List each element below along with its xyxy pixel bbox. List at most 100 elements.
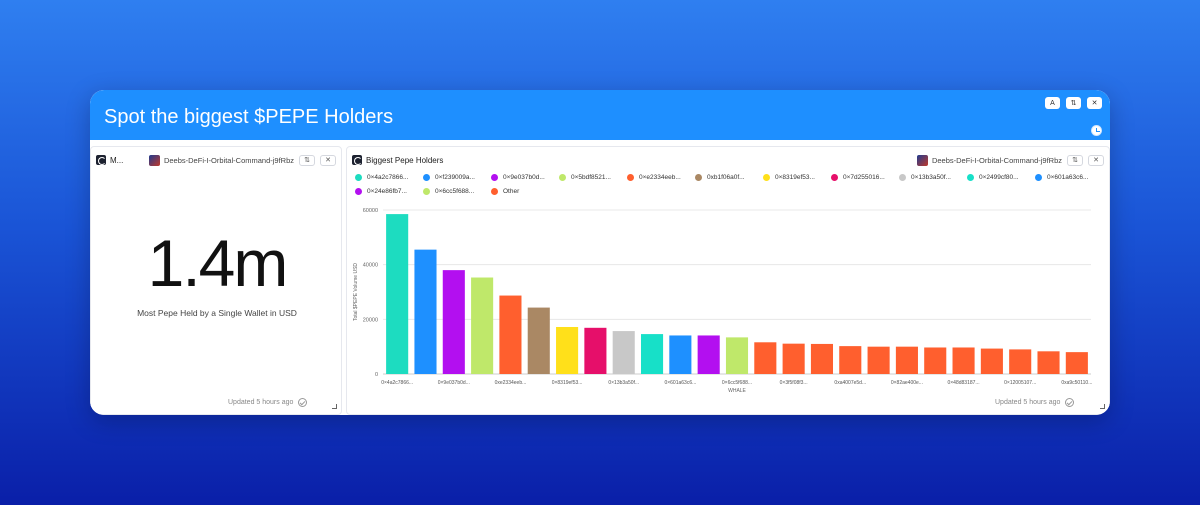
dashboard-banner: Spot the biggest $PEPE Holders A ⇅ ✕ [90,90,1110,140]
legend-label: 0×6cc5f688... [435,187,475,195]
legend-item[interactable]: 0×7d255016... [831,173,899,181]
text-format-button[interactable]: A [1045,97,1060,109]
x-tick-label: 0xe2334eeb... [495,380,527,386]
card-header: Biggest Pepe Holders Deebs-DeFi-I-Orbita… [352,153,1104,167]
bar [980,348,1003,374]
x-tick-label: 0×13b3a50f... [608,380,639,386]
legend-swatch [355,173,362,181]
legend-item[interactable]: 0×f239009a... [423,173,491,181]
bar [584,327,607,374]
legend-swatch [423,187,430,195]
resize-handle-icon[interactable] [332,404,337,409]
counter-caption: Most Pepe Held by a Single Wallet in USD [137,308,297,318]
legend-label: 0×e2334eeb... [639,173,681,181]
legend-swatch [355,187,362,195]
bar [697,335,720,374]
x-tick-label: 0×8319ef53... [552,380,583,386]
chart-card: Biggest Pepe Holders Deebs-DeFi-I-Orbita… [346,146,1110,415]
legend-item[interactable]: 0×24e86fb7... [355,187,423,195]
bar [895,346,918,374]
y-tick-label: 20000 [363,317,378,323]
source-name[interactable]: Deebs-DeFi-I-Orbital-Command-j9fRbz [931,155,1062,165]
legend-label: 0×f239009a... [435,173,475,181]
card-title[interactable]: Biggest Pepe Holders [366,155,444,165]
bar [924,347,947,374]
bar [1065,352,1088,374]
legend-item[interactable]: 0×4a2c7866... [355,173,423,181]
bar [952,347,975,374]
legend-item[interactable]: 0×e2334eeb... [627,173,695,181]
legend-swatch [695,173,702,181]
check-circle-icon [298,398,308,407]
source-name[interactable]: Deebs-DeFi-I-Orbital-Command-j9fRbz [163,155,294,165]
legend-label: 0×24e86fb7... [367,187,407,195]
query-source[interactable]: Deebs-DeFi-I-Orbital-Command-j9fRbz [148,154,294,166]
legend-swatch [967,173,974,181]
x-tick-label: 0×601a63c6... [664,380,696,386]
y-tick-label: 40000 [363,263,378,269]
card-header: M... Deebs-DeFi-I-Orbital-Command-j9fRbz… [96,153,336,167]
swap-button[interactable]: ⇅ [1067,154,1083,166]
legend-row: 0×24e86fb7... 0×6cc5f688... Other [355,184,1105,198]
legend-item[interactable]: 0×9e037b0d... [491,173,559,181]
updated-status: Updated 5 hours ago [995,398,1075,407]
bar [754,342,777,374]
bar [839,346,862,374]
legend-item[interactable]: 0×8319ef53... [763,173,831,181]
close-button[interactable]: ✕ [1088,154,1104,166]
legend-label: 0×4a2c7866... [367,173,409,181]
check-circle-icon [1065,398,1075,407]
x-tick-label: 0×48d83187... [947,380,979,386]
bar [471,277,494,374]
legend-label: 0×9e037b0d... [503,173,545,181]
legend-item[interactable]: Other [491,187,559,195]
swap-button[interactable]: ⇅ [299,154,315,166]
chart-legend: 0×4a2c7866... 0×f239009a... 0×9e037b0d... 0… [355,170,1105,198]
banner-controls: A ⇅ ✕ [1045,97,1102,109]
x-tick-label: 0xa4007e5d... [834,380,866,386]
legend-item[interactable]: 0xb1f06a0f... [695,173,763,181]
legend-label: 0×7d255016... [843,173,885,181]
x-tick-label: 0×9e037b0d... [438,380,470,386]
query-source[interactable]: Deebs-DeFi-I-Orbital-Command-j9fRbz [916,154,1062,166]
resize-handle-icon[interactable] [1100,404,1105,409]
x-tick-label: 0×3f5f08f3... [780,380,808,386]
legend-label: 0×5bdf8521... [571,173,611,181]
bar-chart: 0 20000 40000 60000 Total $PEPE Volume USD 0×… [353,208,1092,394]
legend-label: 0×8319ef53... [775,173,815,181]
x-tick-label: 0×12005107... [1004,380,1036,386]
bar [442,270,465,374]
bar [640,334,664,374]
dashboard: Spot the biggest $PEPE Holders A ⇅ ✕ M..… [90,90,1110,415]
legend-item[interactable]: 0×601a63c6... [1035,173,1103,181]
bar [669,335,692,374]
bar [1009,349,1032,374]
legend-swatch [831,173,838,181]
legend-item[interactable]: 0×5bdf8521... [559,173,627,181]
legend-item[interactable]: 0×13b3a50f... [899,173,967,181]
dune-logo-icon [352,155,362,165]
legend-swatch [423,173,430,181]
legend-swatch [763,173,770,181]
close-button[interactable]: ✕ [1087,97,1102,109]
dashboard-title: Spot the biggest $PEPE Holders [104,106,394,128]
legend-item[interactable]: 0×2499cf80... [967,173,1035,181]
close-button[interactable]: ✕ [320,154,336,166]
card-title[interactable]: M... [110,155,124,165]
y-tick-label: 60000 [363,208,378,214]
bar [810,343,834,374]
y-axis-label: Total $PEPE Volume USD [353,263,359,321]
swap-button[interactable]: ⇅ [1066,97,1081,109]
bar [612,331,635,374]
legend-swatch [491,173,498,181]
legend-label: 0×601a63c6... [1047,173,1089,181]
bar [386,214,409,374]
legend-swatch [899,173,906,181]
legend-row: 0×4a2c7866... 0×f239009a... 0×9e037b0d... 0… [355,170,1105,184]
legend-item[interactable]: 0×6cc5f688... [423,187,491,195]
dune-logo-icon [96,155,106,165]
x-tick-label: 0×4a2c7866... [381,380,413,386]
legend-swatch [1035,173,1042,181]
avatar [148,154,160,166]
clock-icon[interactable] [1091,125,1102,136]
